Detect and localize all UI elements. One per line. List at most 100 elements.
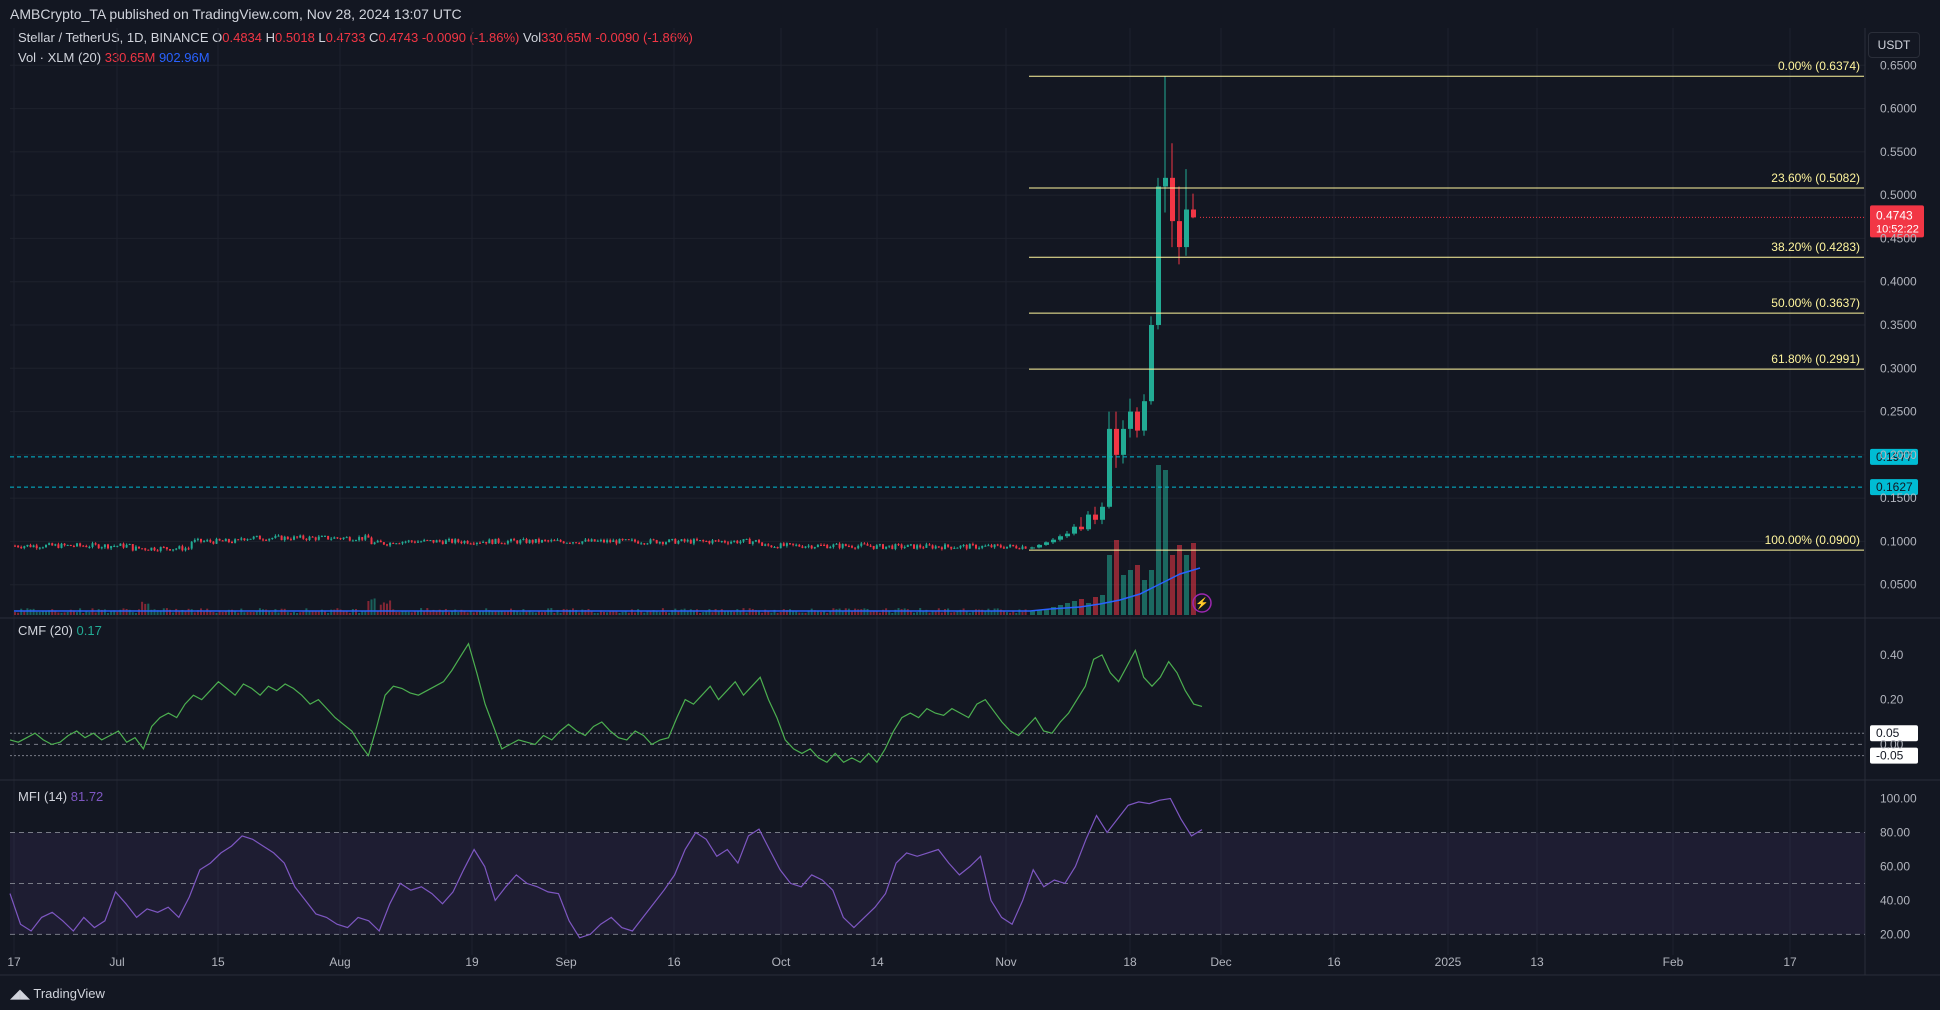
volume-bar (63, 612, 66, 615)
candle-body (878, 544, 881, 546)
candle-body (699, 540, 702, 542)
candle-body (237, 539, 240, 541)
volume-bar (423, 611, 426, 615)
candle-body (14, 545, 16, 547)
low-value: 0.4733 (325, 30, 366, 45)
candle-body (184, 548, 187, 551)
volume-bar (789, 609, 791, 615)
open-label: O (212, 30, 223, 45)
candle-body (965, 545, 968, 549)
candle-body (584, 539, 587, 542)
candle-body (147, 549, 150, 551)
candle-body (798, 544, 801, 547)
level-tag-label: 0.1977 (1876, 450, 1913, 464)
mfi-tick-label: 20.00 (1880, 927, 1910, 941)
tradingview-logo[interactable]: ◢◣ TradingView (10, 986, 105, 1002)
candle-body (519, 540, 522, 544)
volume-bar (872, 610, 875, 615)
volume-bar (17, 612, 20, 615)
volume-bar (537, 611, 540, 615)
price-axis: 0.6500 0.6000 0.5500 0.5000 0.4500 0.4000 0.35… (1880, 58, 1917, 591)
candle-body (739, 541, 742, 544)
candle-body (479, 542, 481, 544)
volume-bar (550, 608, 553, 615)
candle-body (872, 545, 875, 549)
volume-bar (460, 609, 463, 615)
fib-label: 50.00% (0.3637) (1771, 296, 1860, 310)
volume-bar (1030, 611, 1035, 615)
volume-bar (1021, 611, 1024, 615)
candle-body (417, 541, 419, 543)
volume-bar (702, 612, 705, 615)
symbol-name[interactable]: Stellar / TetherUS, 1D, BINANCE (18, 30, 209, 45)
candle-body (162, 547, 165, 549)
currency-button[interactable]: USDT (1868, 32, 1920, 58)
candle-body (990, 545, 993, 548)
volume-bar (844, 608, 847, 615)
volume-bar (999, 609, 1002, 615)
candle-body (528, 539, 531, 544)
candle-body (48, 543, 51, 545)
volume-bar (723, 611, 726, 615)
volume-bar (950, 612, 953, 615)
last-price-label: 0.4743 (1876, 208, 1913, 222)
volume-bar (646, 610, 649, 615)
volume-bar (444, 608, 447, 615)
volume-bar (265, 609, 268, 615)
volume-bar (277, 612, 280, 615)
candle-body (308, 536, 311, 540)
volume-bar (692, 610, 695, 615)
candle-body (854, 547, 857, 549)
candle-body (26, 544, 29, 547)
mfi-tick-label: 100.00 (1880, 791, 1917, 805)
volume-bar (1170, 555, 1175, 615)
candle-body (66, 544, 69, 546)
candle-body (262, 539, 264, 541)
volume-bar (51, 609, 54, 615)
price-tick-label: 0.6000 (1880, 102, 1917, 116)
candle-body (940, 547, 943, 550)
mfi-label[interactable]: MFI (14) (18, 789, 68, 804)
time-tick-label: Oct (772, 955, 791, 969)
fibonacci-retracement: 0.00% (0.6374) 23.60% (0.5082) 38.20% (0.4… (1029, 59, 1864, 551)
candle-body (506, 541, 509, 544)
candle-body (150, 547, 153, 551)
candle-body (339, 538, 342, 540)
volume-bar (572, 608, 574, 615)
candle-body (1012, 544, 1015, 547)
volume-bar (841, 610, 844, 615)
time-tick-label: Nov (995, 955, 1016, 969)
volume-bar (624, 611, 627, 615)
candle-body (795, 544, 798, 546)
candle-body (652, 539, 655, 541)
candle-body (559, 539, 562, 542)
volume-label[interactable]: Vol · XLM (20) (18, 50, 102, 65)
candle-body (968, 544, 971, 549)
candle-body (488, 539, 491, 544)
candle-body (928, 544, 931, 546)
candle-body (1093, 514, 1098, 520)
volume-bar (795, 610, 798, 615)
candle-body (531, 539, 534, 543)
volume-bar (677, 610, 680, 615)
candle-body (522, 538, 525, 541)
candle-body (116, 545, 119, 547)
volume-bar (838, 608, 841, 615)
cmf-label[interactable]: CMF (20) (18, 623, 73, 638)
volume-bar (829, 610, 832, 615)
mfi-indicator: 100.00 80.00 60.00 40.00 20.00 (9, 791, 1917, 941)
volume-bar (860, 609, 863, 615)
volume-bar (968, 612, 971, 615)
volume-bar (200, 608, 202, 615)
candle-body (857, 545, 860, 549)
volume-bar (32, 608, 35, 615)
candle-body (448, 538, 450, 541)
candle-body (193, 539, 196, 542)
candle-body (909, 544, 912, 546)
candle-body (141, 548, 144, 550)
candle-body (249, 538, 252, 540)
change-value: -0.0090 (-1.86%) (421, 30, 520, 45)
volume-bar (395, 611, 398, 615)
fib-label: 0.00% (0.6374) (1778, 59, 1860, 73)
